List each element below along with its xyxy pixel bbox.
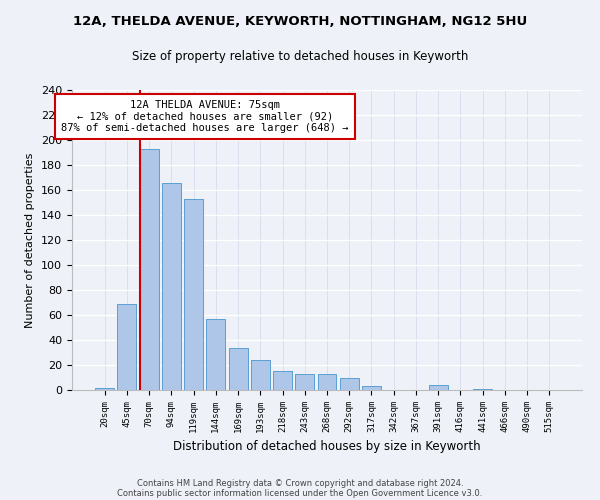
Text: Contains public sector information licensed under the Open Government Licence v3: Contains public sector information licen… [118, 488, 482, 498]
Text: 12A, THELDA AVENUE, KEYWORTH, NOTTINGHAM, NG12 5HU: 12A, THELDA AVENUE, KEYWORTH, NOTTINGHAM… [73, 15, 527, 28]
Bar [295, 374, 314, 390]
Bar [473, 389, 492, 390]
Bar [140, 149, 158, 390]
Bar [95, 388, 114, 390]
Bar [184, 198, 203, 390]
Bar [273, 371, 292, 390]
X-axis label: Distribution of detached houses by size in Keyworth: Distribution of detached houses by size … [173, 440, 481, 454]
Bar [206, 319, 225, 390]
Text: Contains HM Land Registry data © Crown copyright and database right 2024.: Contains HM Land Registry data © Crown c… [137, 478, 463, 488]
Bar [229, 348, 248, 390]
Y-axis label: Number of detached properties: Number of detached properties [25, 152, 35, 328]
Bar [162, 182, 181, 390]
Bar [317, 374, 337, 390]
Text: Size of property relative to detached houses in Keyworth: Size of property relative to detached ho… [132, 50, 468, 63]
Bar [340, 378, 359, 390]
Bar [251, 360, 270, 390]
Bar [429, 385, 448, 390]
Text: 12A THELDA AVENUE: 75sqm
← 12% of detached houses are smaller (92)
87% of semi-d: 12A THELDA AVENUE: 75sqm ← 12% of detach… [61, 100, 349, 133]
Bar [362, 386, 381, 390]
Bar [118, 304, 136, 390]
